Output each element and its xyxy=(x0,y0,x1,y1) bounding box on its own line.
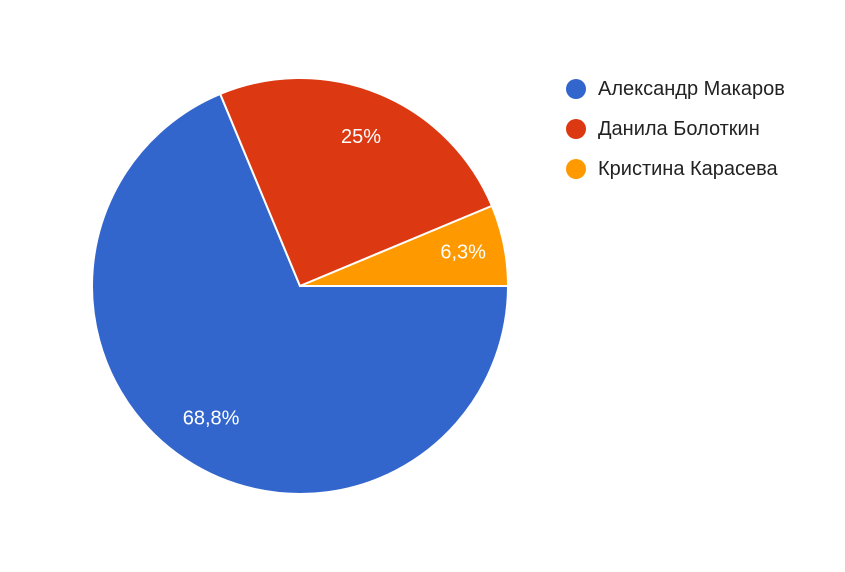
legend-swatch xyxy=(566,159,586,179)
pie-slice xyxy=(91,92,510,495)
data-label: 68,8% xyxy=(183,408,240,430)
legend: Александр Макаров Данила Болоткин Кристина… xyxy=(566,76,816,196)
legend-label: Александр Макаров xyxy=(598,78,785,100)
legend-label: Данила Болоткин xyxy=(598,118,760,140)
legend-item: Александр Макаров xyxy=(566,76,816,103)
legend-swatch xyxy=(566,79,586,99)
pie-slice xyxy=(299,204,510,287)
legend-swatch xyxy=(566,119,586,139)
legend-label: Кристина Карасева xyxy=(598,158,778,180)
legend-item: Данила Болоткин xyxy=(566,116,816,143)
legend-item: Кристина Карасева xyxy=(566,156,816,183)
data-label: 6,3% xyxy=(440,242,486,264)
data-label: 25% xyxy=(341,126,381,148)
